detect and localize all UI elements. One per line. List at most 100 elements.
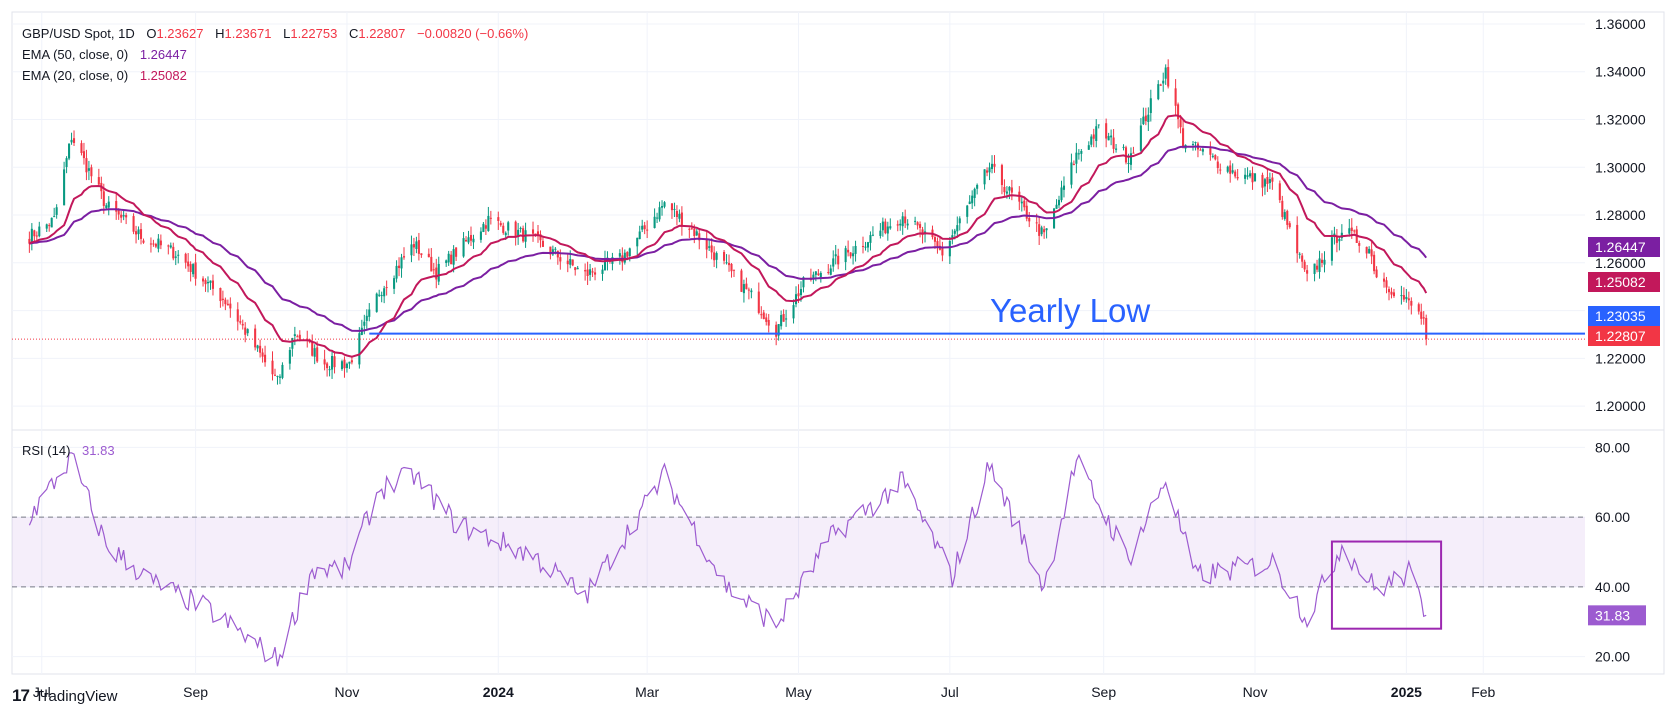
candle-body bbox=[730, 263, 733, 272]
candle-body bbox=[1020, 201, 1023, 204]
candle-body bbox=[132, 216, 135, 232]
candle-body bbox=[1390, 291, 1393, 295]
candle-body bbox=[326, 363, 329, 369]
candle-body bbox=[844, 248, 847, 263]
candle-body bbox=[1164, 67, 1167, 79]
candle-body bbox=[834, 254, 837, 257]
candle-body bbox=[698, 233, 701, 241]
candle-body bbox=[80, 143, 83, 154]
yearly-low-annotation: Yearly Low bbox=[990, 292, 1150, 329]
candle-body bbox=[137, 229, 140, 235]
candle-body bbox=[1226, 166, 1229, 172]
open-label: O bbox=[146, 26, 156, 41]
candle-body bbox=[202, 278, 205, 282]
candle-body bbox=[1231, 170, 1234, 173]
candle-body bbox=[447, 253, 450, 263]
candle-body bbox=[936, 241, 939, 247]
candle-body bbox=[1149, 98, 1152, 114]
candle-body bbox=[1008, 186, 1011, 191]
tradingview-logo[interactable]: 17 TradingView bbox=[12, 684, 117, 708]
candle-body bbox=[68, 143, 71, 159]
candle-body bbox=[973, 188, 976, 198]
candle-body bbox=[38, 226, 41, 237]
candle-body bbox=[1038, 224, 1041, 236]
time-tick-label: May bbox=[785, 684, 811, 700]
candle-body bbox=[35, 235, 38, 237]
candle-body bbox=[246, 329, 249, 334]
candle-body bbox=[1410, 300, 1413, 306]
candle-body bbox=[539, 234, 542, 241]
candle-body bbox=[732, 269, 736, 271]
candle-body bbox=[1124, 147, 1128, 163]
candle-body bbox=[149, 243, 152, 245]
candle-body bbox=[489, 217, 492, 219]
candle-body bbox=[906, 223, 909, 226]
candle-body bbox=[1306, 270, 1309, 274]
candle-body bbox=[410, 244, 413, 256]
candle-body bbox=[574, 267, 577, 271]
candle-body bbox=[264, 354, 267, 363]
time-tick-label: Jul bbox=[941, 684, 959, 700]
candle-body bbox=[450, 254, 453, 265]
rsi-tick-label: 80.00 bbox=[1595, 439, 1630, 455]
candle-body bbox=[705, 239, 708, 250]
candle-body bbox=[1199, 149, 1202, 151]
candle-body bbox=[368, 309, 371, 317]
candle-body bbox=[1249, 173, 1252, 177]
candle-body bbox=[1045, 228, 1048, 231]
candle-body bbox=[948, 241, 951, 257]
candle-body bbox=[1000, 165, 1003, 186]
high-value: 1.23671 bbox=[224, 26, 271, 41]
time-tick-label: Sep bbox=[1091, 684, 1116, 700]
candle-body bbox=[1179, 119, 1182, 128]
candle-body bbox=[663, 202, 666, 207]
candle-body bbox=[1211, 155, 1214, 157]
low-value: 1.22753 bbox=[290, 26, 337, 41]
high-label: H bbox=[215, 26, 224, 41]
candle-body bbox=[229, 303, 232, 309]
candle-body bbox=[1234, 171, 1237, 177]
candle-body bbox=[775, 324, 778, 337]
candle-body bbox=[1420, 311, 1423, 319]
candle-body bbox=[502, 225, 505, 233]
candle-body bbox=[1214, 155, 1217, 160]
price-tick-label: 1.34000 bbox=[1595, 64, 1646, 80]
candle-body bbox=[976, 184, 979, 189]
price-label-badge bbox=[1588, 326, 1660, 346]
candle-body bbox=[656, 217, 659, 219]
candle-body bbox=[157, 238, 160, 249]
candle-body bbox=[1127, 162, 1130, 164]
candle-body bbox=[204, 280, 207, 285]
candle-body bbox=[313, 348, 316, 357]
candle-body bbox=[1405, 296, 1408, 300]
candle-body bbox=[782, 313, 785, 322]
candle-body bbox=[445, 260, 448, 263]
candle-body bbox=[1298, 253, 1301, 255]
candle-body bbox=[172, 246, 175, 259]
candle-body bbox=[569, 258, 572, 265]
candle-body bbox=[1132, 152, 1135, 154]
candle-body bbox=[594, 272, 597, 275]
candle-body bbox=[504, 232, 507, 236]
candle-body bbox=[291, 337, 294, 349]
candle-body bbox=[827, 272, 830, 274]
candle-body bbox=[1301, 255, 1304, 262]
candle-body bbox=[812, 274, 815, 279]
rsi-tick-label: 60.00 bbox=[1595, 509, 1630, 525]
candle-body bbox=[688, 228, 691, 230]
candle-body bbox=[1055, 204, 1058, 209]
candle-body bbox=[951, 235, 954, 239]
close-value: 1.22807 bbox=[358, 26, 405, 41]
candle-body bbox=[328, 369, 331, 371]
candle-body bbox=[1005, 191, 1008, 194]
candle-body bbox=[45, 224, 48, 229]
candle-body bbox=[395, 265, 398, 279]
candle-body bbox=[1057, 199, 1061, 206]
candle-body bbox=[765, 317, 768, 322]
candle-body bbox=[1090, 136, 1093, 145]
candle-body bbox=[519, 227, 522, 229]
time-tick-label: 2025 bbox=[1391, 684, 1422, 700]
price-label-value: 1.23035 bbox=[1595, 308, 1646, 324]
candle-body bbox=[33, 230, 36, 237]
candle-body bbox=[643, 225, 646, 230]
